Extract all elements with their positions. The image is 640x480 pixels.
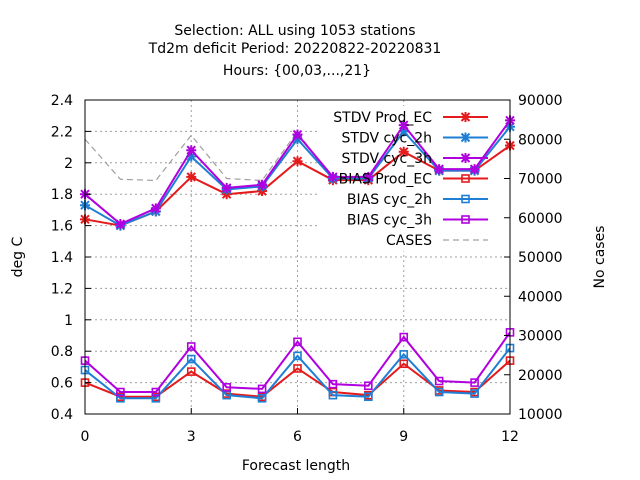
square-point-marker	[364, 392, 373, 402]
y2-tick-label: 30000	[518, 329, 563, 345]
star-point-marker	[398, 120, 409, 131]
star-point-marker	[327, 171, 338, 182]
y-tick-label: 0.4	[51, 407, 73, 423]
star-point-marker	[221, 182, 232, 193]
square-point-marker	[222, 390, 231, 400]
star-point-marker	[292, 156, 303, 167]
y2-tick-label: 40000	[518, 289, 563, 305]
square-point-marker	[293, 364, 302, 373]
star-point-marker	[292, 129, 303, 140]
star-point-marker	[363, 171, 374, 182]
y-tick-label: 2	[64, 156, 73, 172]
y-axis-label: deg C	[10, 236, 26, 277]
x-tick-label: 3	[187, 429, 196, 445]
legend-label: BIAS cyc_3h	[347, 213, 432, 229]
square-point-marker	[186, 342, 196, 351]
square-point-marker	[257, 393, 267, 403]
square-point-marker	[222, 383, 231, 392]
square-point-marker	[470, 378, 479, 387]
y-tick-label: 0.8	[51, 344, 73, 360]
series-line	[84, 331, 511, 394]
square-point-marker	[470, 389, 479, 398]
star-point-marker	[460, 153, 471, 163]
chart-title-line-2: Td2m deficit Period: 20220822-20220831	[148, 41, 442, 57]
y2-tick-label: 80000	[518, 132, 563, 148]
square-point-marker	[461, 215, 470, 224]
square-point-marker	[399, 350, 409, 359]
y2-tick-label: 90000	[518, 93, 563, 109]
square-point-marker	[293, 337, 302, 347]
star-point-marker	[150, 203, 161, 214]
square-point-marker	[186, 367, 196, 376]
y2-axis-label: No cases	[592, 226, 608, 289]
star-point-marker	[186, 151, 197, 162]
star-point-marker	[469, 164, 480, 175]
y2-tick-label: 70000	[518, 172, 563, 188]
legend-label: BIAS Prod_EC	[339, 172, 433, 188]
chart-title-line-3: Hours: {00,03,...,21}	[223, 63, 371, 79]
star-point-marker	[115, 219, 126, 230]
y-tick-label: 2.2	[51, 124, 73, 140]
chart-title-line-1: Selection: ALL using 1053 stations	[174, 23, 415, 39]
legend: STDV Prod_EC STDV cyc_2h STDV cyc_3h BIAS P…	[333, 110, 488, 249]
x-axis-label: Forecast length	[242, 458, 350, 474]
x-tick-label: 12	[501, 429, 519, 445]
star-point-marker	[460, 132, 471, 143]
y2-tick-label: 10000	[518, 407, 563, 423]
star-point-marker	[398, 126, 409, 137]
square-point-marker	[116, 387, 125, 397]
x-tick-label: 0	[81, 429, 90, 445]
legend-label: STDV Prod_EC	[333, 110, 432, 126]
tick-labels: 0.4 0.6 0.8 1 1.2 1.4 1.6 1.8 2 2.2 2.4 10000 20000 3…	[51, 93, 563, 445]
star-point-marker	[186, 145, 197, 156]
legend-label: STDV cyc_2h	[342, 131, 432, 147]
y2-tick-label: 60000	[518, 211, 563, 227]
square-point-marker	[328, 390, 338, 400]
y2-tick-label: 20000	[518, 368, 563, 384]
square-point-marker	[328, 379, 338, 389]
y-tick-label: 1.4	[51, 250, 73, 266]
legend-label: BIAS cyc_2h	[347, 192, 432, 208]
star-point-marker	[434, 164, 445, 175]
x-tick-label: 9	[399, 429, 408, 445]
square-point-marker	[151, 387, 161, 397]
series-line	[84, 347, 511, 400]
star-point-marker	[398, 146, 409, 157]
square-point-marker	[434, 376, 444, 386]
legend-label: STDV cyc_3h	[342, 151, 432, 167]
y-tick-label: 1.8	[51, 187, 73, 203]
square-point-marker	[293, 351, 302, 361]
x-tick-label: 6	[293, 429, 302, 445]
star-point-marker	[186, 171, 197, 182]
square-point-marker	[364, 381, 373, 391]
grid	[85, 100, 510, 414]
square-point-marker	[399, 359, 409, 369]
star-point-marker	[257, 179, 268, 190]
y-tick-label: 2.4	[51, 93, 73, 109]
y-tick-label: 1	[64, 313, 73, 329]
square-point-marker	[186, 354, 196, 364]
y-tick-label: 1.2	[51, 281, 73, 297]
square-point-marker	[257, 384, 267, 394]
y-tick-label: 1.6	[51, 219, 73, 235]
star-point-marker	[460, 112, 471, 122]
legend-label: CASES	[386, 233, 432, 249]
square-point-marker	[434, 387, 444, 397]
series-line	[84, 359, 511, 398]
y-tick-label: 0.6	[51, 376, 73, 392]
square-point-marker	[461, 194, 470, 204]
square-point-marker	[399, 332, 409, 342]
y2-tick-label: 50000	[518, 250, 563, 266]
square-point-marker	[461, 174, 470, 183]
